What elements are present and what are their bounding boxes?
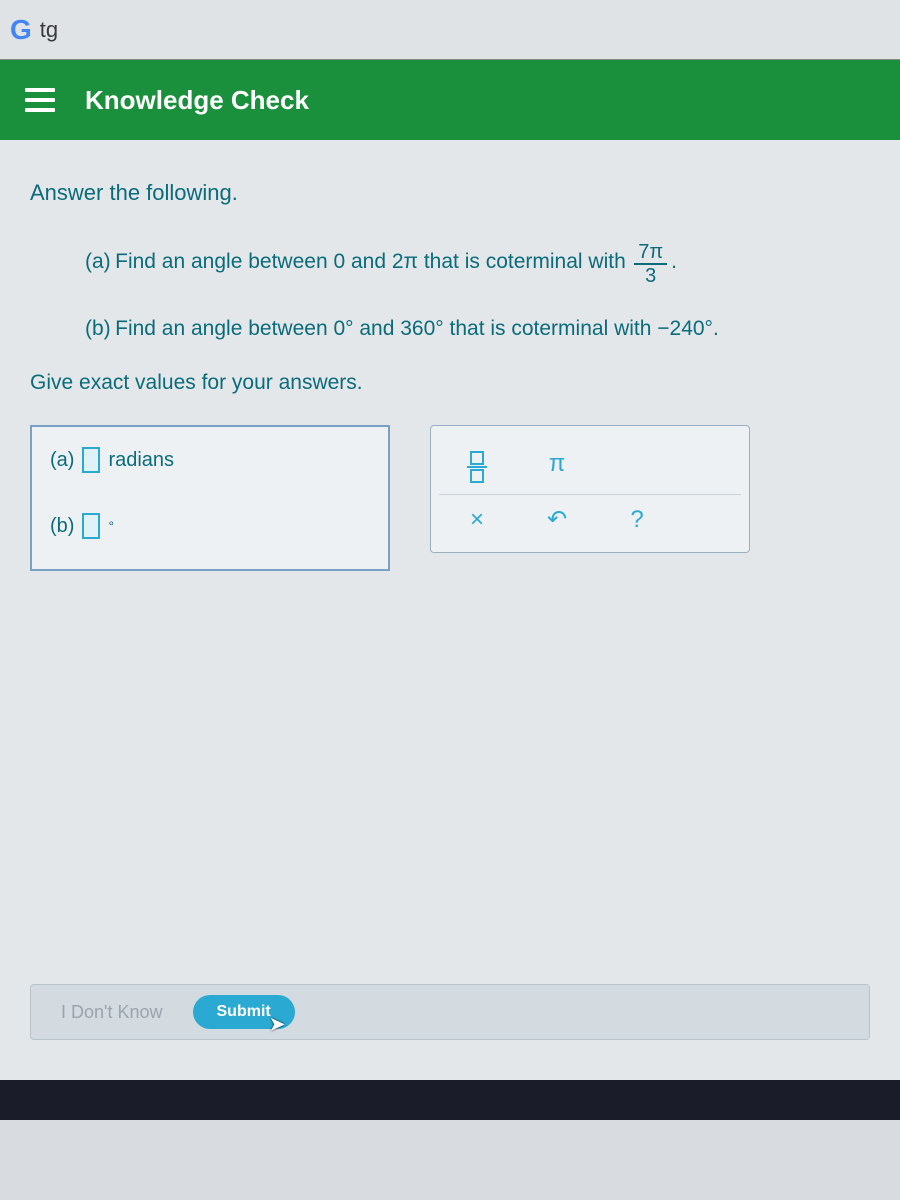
google-logo-icon: G bbox=[10, 14, 32, 46]
answer-b-unit: ° bbox=[108, 518, 114, 534]
i-dont-know-button[interactable]: I Don't Know bbox=[61, 1002, 163, 1023]
fraction-icon bbox=[467, 450, 487, 484]
answer-a-input[interactable] bbox=[82, 447, 100, 473]
math-tool-panel: π × ↶ ? bbox=[430, 425, 750, 553]
instruction-text: Answer the following. bbox=[30, 180, 870, 206]
submit-button[interactable]: Submit ➤ bbox=[193, 995, 295, 1029]
question-b: (b) Find an angle between 0° and 360° th… bbox=[85, 317, 870, 341]
fraction-tool-button[interactable] bbox=[457, 444, 497, 484]
question-a-text: Find an angle between 0 and 2π that is c… bbox=[115, 250, 626, 273]
menu-icon[interactable] bbox=[25, 88, 55, 112]
cursor-icon: ➤ bbox=[270, 1014, 285, 1035]
answer-b-input[interactable] bbox=[82, 513, 100, 539]
question-b-label: (b) bbox=[85, 317, 111, 340]
answer-box: (a) radians (b) ° bbox=[30, 425, 390, 571]
question-b-text: Find an angle between 0° and 360° that i… bbox=[115, 317, 719, 340]
content-area: Answer the following. (a) Find an angle … bbox=[0, 140, 900, 1080]
question-a: (a) Find an angle between 0 and 2π that … bbox=[85, 241, 870, 287]
footer-bar: I Don't Know Submit ➤ bbox=[30, 984, 870, 1040]
browser-tab-bar: G tg bbox=[0, 0, 900, 60]
tab-title: tg bbox=[40, 17, 58, 43]
help-tool-button[interactable]: ? bbox=[617, 506, 657, 534]
pi-tool-button[interactable]: π bbox=[537, 450, 577, 478]
answer-a-unit: radians bbox=[108, 449, 174, 472]
taskbar bbox=[0, 1080, 900, 1120]
fraction-7pi-3: 7π 3 bbox=[634, 241, 667, 287]
question-a-label: (a) bbox=[85, 250, 111, 273]
browser-tab[interactable]: G tg bbox=[10, 14, 58, 46]
clear-tool-button[interactable]: × bbox=[457, 506, 497, 534]
app-header: Knowledge Check bbox=[0, 60, 900, 140]
question-a-period: . bbox=[671, 250, 677, 273]
answer-a-line: (a) radians bbox=[50, 447, 370, 473]
answer-b-line: (b) ° bbox=[50, 513, 370, 539]
answer-a-label: (a) bbox=[50, 449, 74, 472]
answer-b-label: (b) bbox=[50, 515, 74, 538]
page-title: Knowledge Check bbox=[85, 85, 309, 116]
submit-label: Submit bbox=[217, 1003, 271, 1020]
hint-text: Give exact values for your answers. bbox=[30, 371, 870, 395]
answer-row: (a) radians (b) ° π × ↶ bbox=[30, 425, 870, 571]
tool-row-1: π bbox=[439, 434, 741, 494]
tool-row-2: × ↶ ? bbox=[439, 494, 741, 544]
undo-tool-button[interactable]: ↶ bbox=[537, 505, 577, 534]
